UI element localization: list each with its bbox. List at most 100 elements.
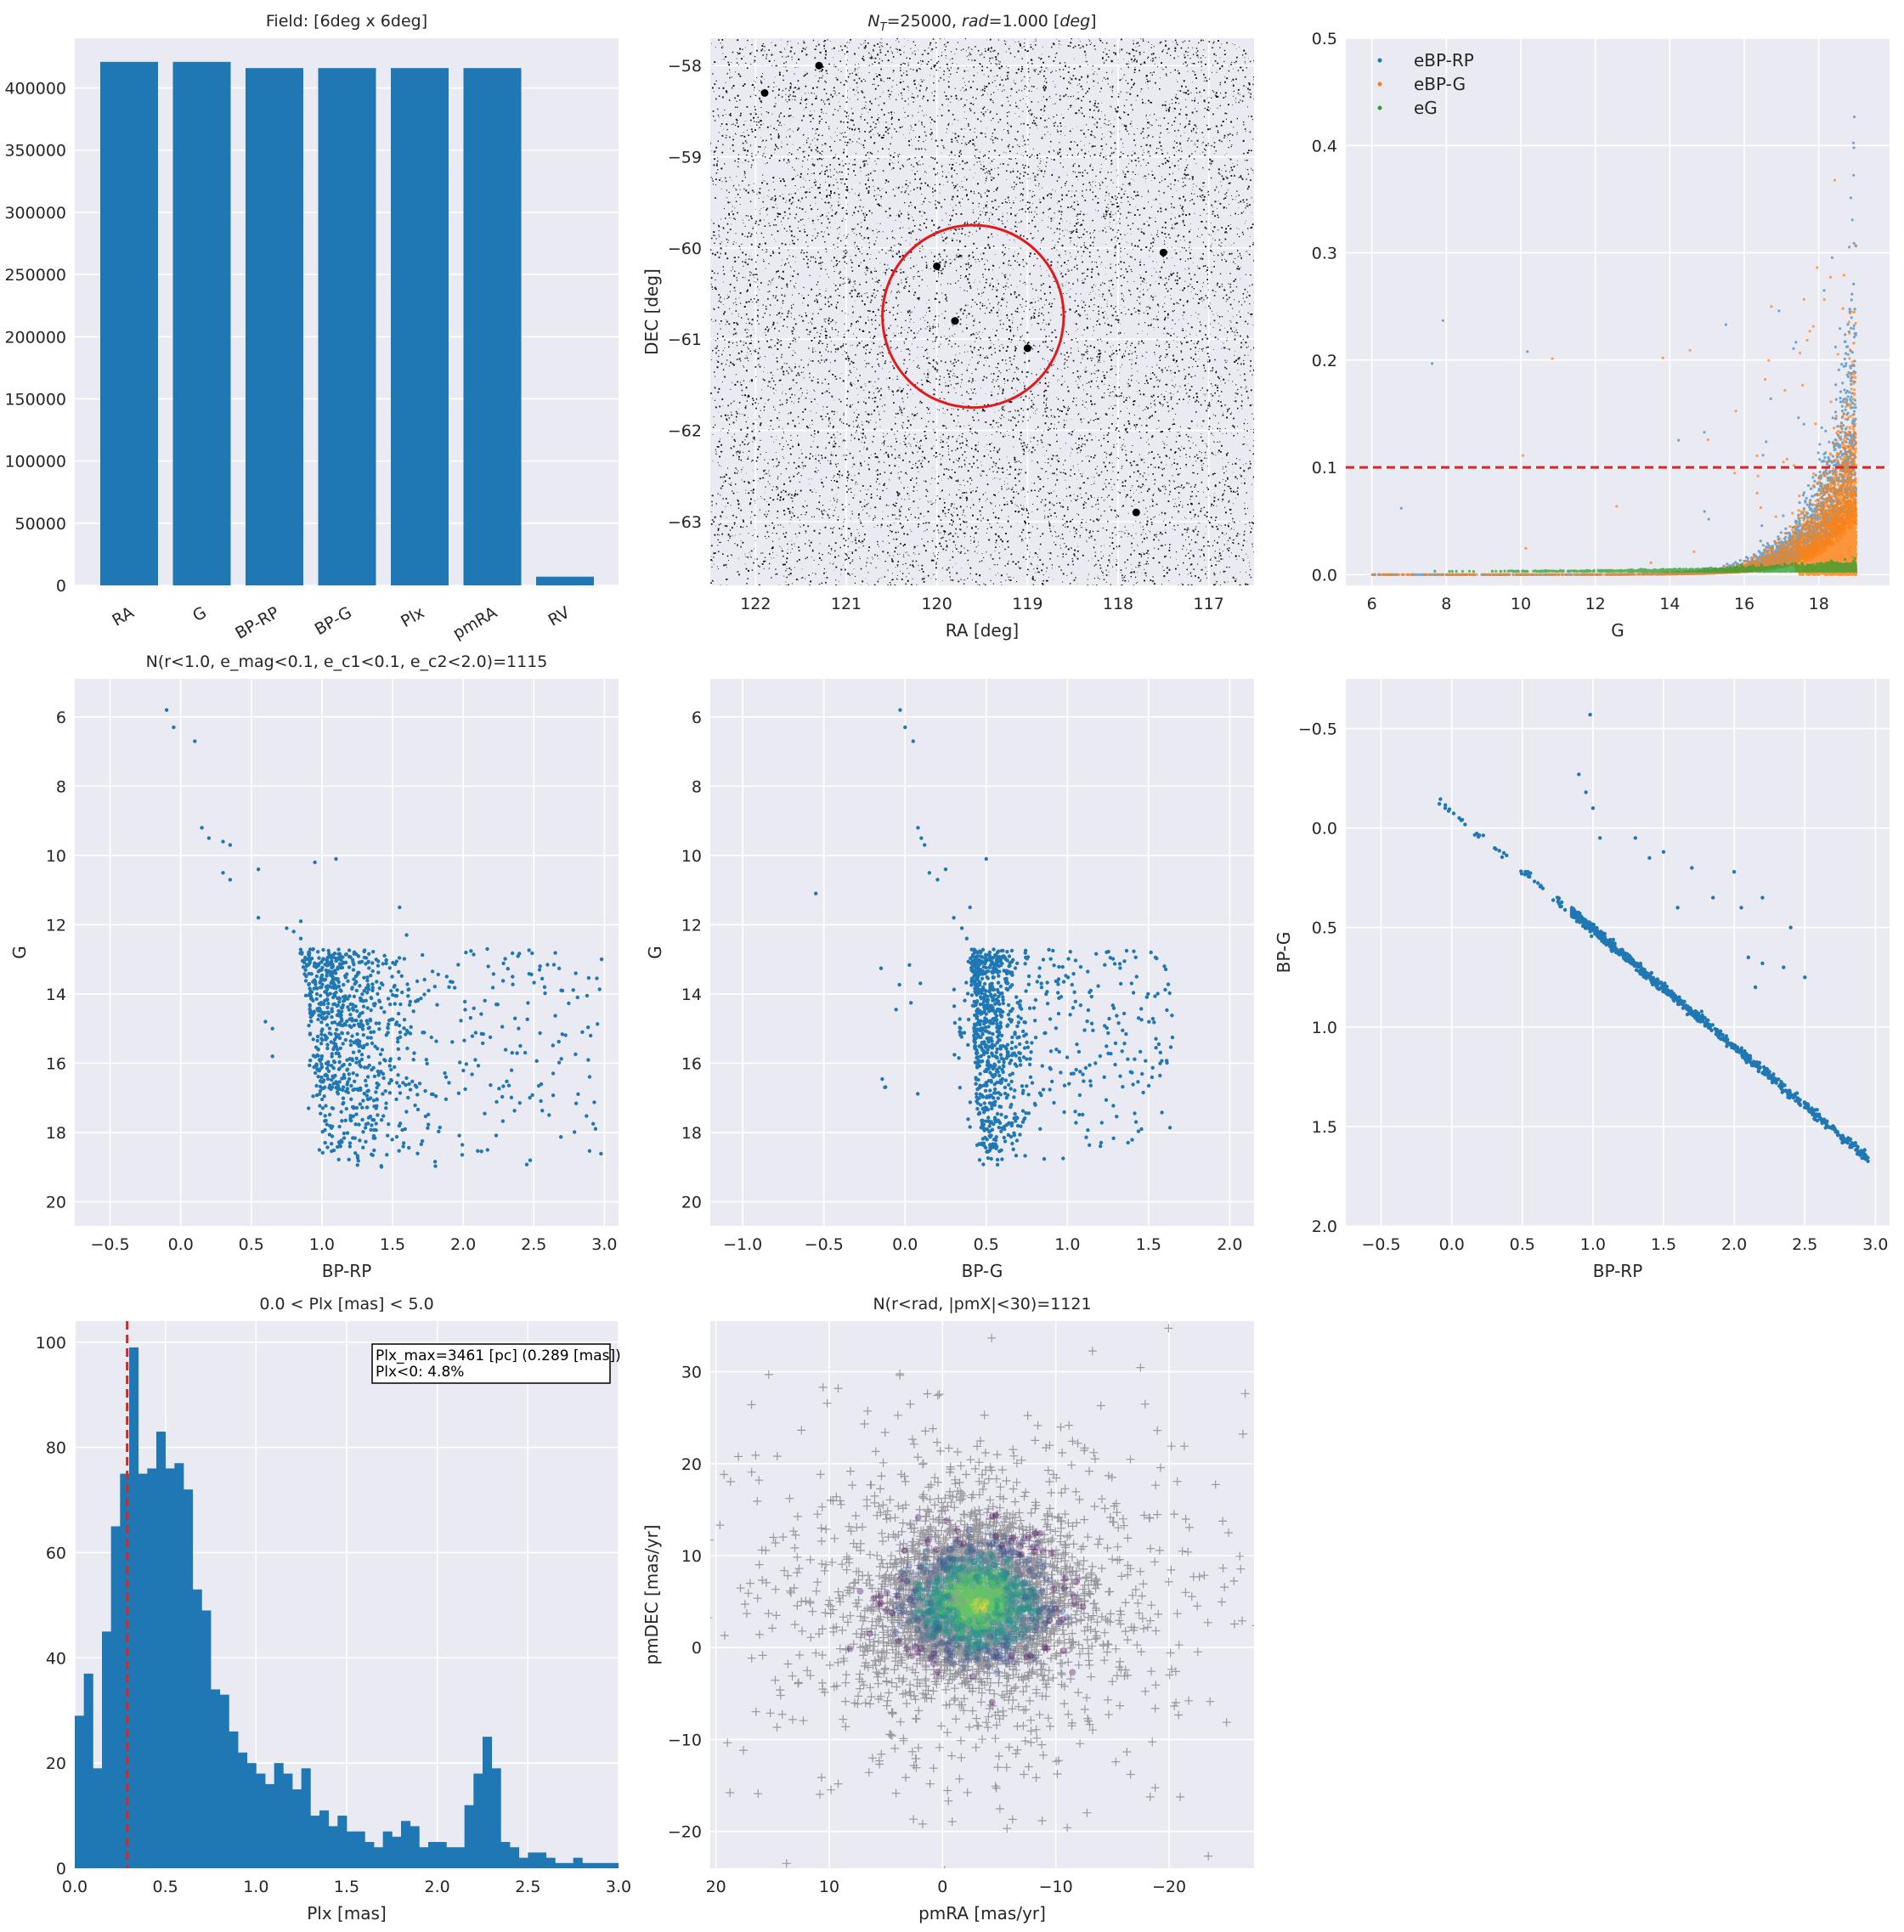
member-point (988, 1579, 996, 1586)
member-point (915, 1581, 923, 1589)
member-point (980, 1567, 987, 1574)
member-point (941, 1564, 949, 1572)
y-tick-label: 0.3 (1312, 245, 1337, 263)
member-point (1049, 1600, 1057, 1607)
member-point (933, 1607, 941, 1615)
member-point (972, 1598, 980, 1606)
hist-bar (120, 1473, 130, 1868)
x-tick-label: 20 (706, 1878, 726, 1896)
member-point (997, 1627, 1005, 1635)
member-point (969, 1632, 977, 1640)
member-point (1000, 1614, 1008, 1622)
member-point (976, 1624, 984, 1631)
member-point (992, 1577, 999, 1585)
member-point (975, 1570, 982, 1578)
tick-labels: −0.5 0.0 0.5 1.0 1.5 2.0 2.5 3.0 −0.5 0.0 0.5 1.0 1.… (1298, 720, 1889, 1254)
member-point (1018, 1592, 1025, 1600)
member-point (978, 1599, 986, 1607)
x-tick-label: 1.0 (1054, 1235, 1080, 1254)
x-tick-label: 2.0 (1217, 1235, 1242, 1254)
member-point (987, 1603, 995, 1611)
hist-bar (573, 1857, 583, 1868)
member-point (969, 1590, 976, 1598)
member-point (941, 1565, 948, 1573)
x-tick-label: 16 (1734, 595, 1754, 613)
y-axis-label: DEC [deg] (641, 268, 662, 355)
bright-star (951, 317, 959, 325)
member-point (966, 1586, 974, 1594)
member-point (971, 1602, 979, 1610)
member-point (1020, 1579, 1027, 1587)
legend-marker (1377, 105, 1382, 110)
member-point (993, 1639, 1001, 1647)
y-tick-label: 10 (681, 847, 702, 866)
member-point (1008, 1638, 1015, 1646)
member-point (1042, 1619, 1049, 1627)
x-tick-label: 0.0 (62, 1878, 88, 1896)
member-point (935, 1617, 942, 1624)
member-point (946, 1562, 953, 1569)
member-point (998, 1577, 1006, 1585)
member-point (966, 1541, 974, 1549)
member-point (889, 1609, 896, 1617)
member-point (980, 1616, 987, 1624)
member-point (922, 1600, 929, 1607)
member-point (978, 1602, 986, 1609)
member-point (997, 1607, 1005, 1614)
member-point (968, 1648, 975, 1656)
data-layer (164, 708, 604, 1169)
member-point (1007, 1617, 1014, 1624)
member-point (969, 1605, 977, 1613)
member-point (1014, 1610, 1022, 1618)
member-point (930, 1613, 938, 1620)
member-point (1000, 1631, 1008, 1639)
member-point (993, 1668, 1001, 1675)
hist-bar (310, 1816, 320, 1868)
member-point (934, 1669, 941, 1676)
member-point (963, 1612, 971, 1619)
panel-plx-hist: 0.0 0.5 1.0 1.5 2.0 2.5 3.0 0 20 40 60 80 100 Plx [ma… (36, 1295, 631, 1924)
member-point (966, 1630, 974, 1638)
member-point (941, 1593, 949, 1601)
member-point (953, 1614, 961, 1622)
member-point (967, 1609, 975, 1617)
panel-proper-motion: 20 10 0 −10 −20 −20 −10 0 10 20 30 pmRA [mas/yr] pmD… (641, 1295, 1254, 1924)
x-tick-label: 1.5 (334, 1878, 359, 1896)
member-point (1021, 1593, 1029, 1601)
member-point (993, 1587, 1001, 1595)
member-point (937, 1620, 945, 1628)
member-point (1027, 1588, 1035, 1596)
member-point (966, 1571, 974, 1579)
x-tick-label: 0.0 (1439, 1235, 1465, 1254)
member-point (924, 1608, 932, 1616)
member-point (992, 1600, 1000, 1607)
x-tick-label: −0.5 (90, 1235, 129, 1254)
member-point (929, 1631, 936, 1639)
hist-bar (500, 1842, 511, 1868)
member-point (1055, 1618, 1063, 1625)
member-point (941, 1575, 948, 1583)
member-point (998, 1605, 1006, 1613)
member-point (955, 1596, 963, 1604)
member-point (997, 1596, 1005, 1603)
member-point (908, 1652, 916, 1660)
bar-G (172, 61, 231, 585)
member-point (968, 1592, 975, 1600)
member-point (945, 1628, 952, 1635)
member-point (1007, 1616, 1014, 1624)
bar-BP-G (318, 68, 376, 585)
member-point (946, 1554, 954, 1562)
member-point (874, 1600, 882, 1607)
member-point (966, 1576, 974, 1584)
member-point (988, 1615, 996, 1623)
member-point (999, 1577, 1007, 1585)
member-point (946, 1582, 954, 1590)
member-point (1011, 1583, 1019, 1590)
member-point (946, 1655, 953, 1663)
member-point (964, 1587, 972, 1595)
member-point (1018, 1634, 1025, 1641)
member-point (935, 1590, 942, 1598)
member-point (972, 1612, 980, 1619)
member-point (940, 1596, 947, 1603)
member-point (977, 1566, 985, 1573)
